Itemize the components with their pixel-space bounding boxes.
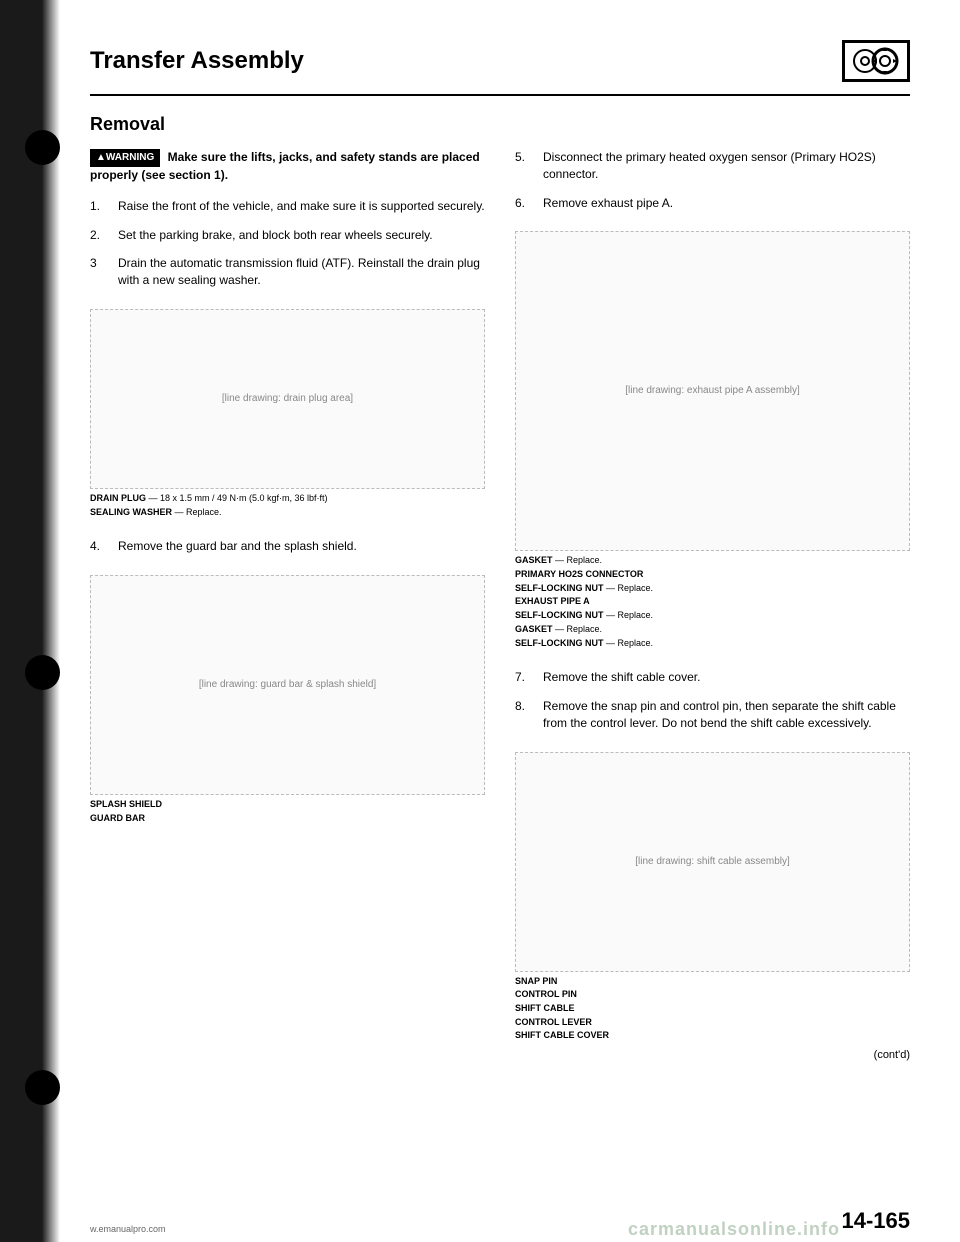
figure-callout: SELF-LOCKING NUT — Replace. xyxy=(515,610,910,622)
callout-name: GUARD BAR xyxy=(90,813,145,823)
figure-callout: GASKET — Replace. xyxy=(515,555,910,567)
step-text: Remove the guard bar and the splash shie… xyxy=(118,538,485,555)
step-item: 3 Drain the automatic transmission fluid … xyxy=(90,255,485,289)
figure-callout: CONTROL LEVER xyxy=(515,1017,910,1029)
page-number: 14-165 xyxy=(841,1208,910,1234)
steps-list-left-2: 4. Remove the guard bar and the splash sh… xyxy=(90,538,485,555)
callout-name: GASKET xyxy=(515,624,553,634)
callout-sub: — Replace. xyxy=(172,507,222,517)
step-text: Disconnect the primary heated oxygen sen… xyxy=(543,149,910,183)
step-number: 8. xyxy=(515,698,531,732)
figure-shift-cable: [line drawing: shift cable assembly] SNA… xyxy=(515,752,910,1064)
figure-illustration: [line drawing: guard bar & splash shield… xyxy=(90,575,485,795)
callout-name: SHIFT CABLE COVER xyxy=(515,1030,609,1040)
callout-name: EXHAUST PIPE A xyxy=(515,596,590,606)
steps-list-left-1: 1. Raise the front of the vehicle, and ma… xyxy=(90,198,485,289)
figure-illustration: [line drawing: drain plug area] xyxy=(90,309,485,489)
figure-callout: PRIMARY HO2S CONNECTOR xyxy=(515,569,910,581)
callout-name: CONTROL PIN xyxy=(515,989,577,999)
figure-callout: SEALING WASHER — Replace. xyxy=(90,507,485,519)
page-title: Transfer Assembly xyxy=(90,47,304,75)
figure-callout: DRAIN PLUG — 18 x 1.5 mm / 49 N·m (5.0 k… xyxy=(90,493,485,505)
figure-guard-bar: [line drawing: guard bar & splash shield… xyxy=(90,575,485,824)
figure-callout: SPLASH SHIELD xyxy=(90,799,485,811)
warning-badge: ▲WARNING xyxy=(90,149,160,167)
two-column-layout: ▲WARNING Make sure the lifts, jacks, and… xyxy=(90,149,910,1083)
step-text: Remove exhaust pipe A. xyxy=(543,195,910,212)
steps-list-right-1: 5. Disconnect the primary heated oxygen s… xyxy=(515,149,910,211)
binding-hole xyxy=(25,1070,60,1105)
warning-line: ▲WARNING Make sure the lifts, jacks, and… xyxy=(90,149,485,184)
step-number: 1. xyxy=(90,198,106,215)
step-number: 6. xyxy=(515,195,531,212)
steps-list-right-2: 7. Remove the shift cable cover. 8. Remove … xyxy=(515,669,910,731)
callout-sub: — Replace. xyxy=(604,610,654,620)
callout-name: SHIFT CABLE xyxy=(515,1003,575,1013)
callout-name: CONTROL LEVER xyxy=(515,1017,592,1027)
binding-hole xyxy=(25,130,60,165)
step-number: 3 xyxy=(90,255,106,289)
figure-callout: SELF-LOCKING NUT — Replace. xyxy=(515,583,910,595)
step-item: 2. Set the parking brake, and block both … xyxy=(90,227,485,244)
footer-source: w.emanualpro.com xyxy=(90,1224,166,1234)
callout-name: SNAP PIN xyxy=(515,976,557,986)
callout-sub: — Replace. xyxy=(553,624,603,634)
gear-logo-icon xyxy=(842,40,910,82)
step-item: 7. Remove the shift cable cover. xyxy=(515,669,910,686)
figure-callout: SHIFT CABLE COVER xyxy=(515,1030,910,1042)
step-item: 8. Remove the snap pin and control pin, t… xyxy=(515,698,910,732)
right-column: 5. Disconnect the primary heated oxygen s… xyxy=(515,149,910,1083)
callout-name: PRIMARY HO2S CONNECTOR xyxy=(515,569,643,579)
step-text: Set the parking brake, and block both re… xyxy=(118,227,485,244)
page-header: Transfer Assembly xyxy=(90,40,910,96)
step-text: Raise the front of the vehicle, and make… xyxy=(118,198,485,215)
callout-sub: — Replace. xyxy=(604,638,654,648)
callout-name: SPLASH SHIELD xyxy=(90,799,162,809)
step-number: 2. xyxy=(90,227,106,244)
callout-sub: — 18 x 1.5 mm / 49 N·m (5.0 kgf·m, 36 lb… xyxy=(146,493,328,503)
callout-name: SELF-LOCKING NUT xyxy=(515,610,604,620)
callout-name: GASKET xyxy=(515,555,553,565)
figure-exhaust-pipe: [line drawing: exhaust pipe A assembly] … xyxy=(515,231,910,649)
step-text: Remove the shift cable cover. xyxy=(543,669,910,686)
figure-drain-plug: [line drawing: drain plug area] DRAIN PL… xyxy=(90,309,485,518)
figure-labels: SNAP PIN CONTROL PIN SHIFT CABLE CONTROL LE… xyxy=(515,976,910,1042)
binding-edge xyxy=(0,0,60,1242)
callout-name: SELF-LOCKING NUT xyxy=(515,638,604,648)
figure-callout: CONTROL PIN xyxy=(515,989,910,1001)
binding-hole xyxy=(25,655,60,690)
figure-callout: GUARD BAR xyxy=(90,813,485,825)
left-column: ▲WARNING Make sure the lifts, jacks, and… xyxy=(90,149,485,1083)
step-text: Drain the automatic transmission fluid (… xyxy=(118,255,485,289)
callout-name: SELF-LOCKING NUT xyxy=(515,583,604,593)
callout-sub: — Replace. xyxy=(604,583,654,593)
figure-labels: GASKET — Replace. PRIMARY HO2S CONNECTOR S… xyxy=(515,555,910,649)
callout-name: DRAIN PLUG xyxy=(90,493,146,503)
step-item: 6. Remove exhaust pipe A. xyxy=(515,195,910,212)
step-number: 7. xyxy=(515,669,531,686)
figure-illustration: [line drawing: shift cable assembly] xyxy=(515,752,910,972)
section-subtitle: Removal xyxy=(90,114,910,135)
figure-callout: SNAP PIN xyxy=(515,976,910,988)
watermark-text: carmanualsonline.info xyxy=(628,1219,840,1240)
figure-callout: EXHAUST PIPE A xyxy=(515,596,910,608)
figure-labels: DRAIN PLUG — 18 x 1.5 mm / 49 N·m (5.0 k… xyxy=(90,493,485,518)
step-item: 1. Raise the front of the vehicle, and ma… xyxy=(90,198,485,215)
figure-illustration: [line drawing: exhaust pipe A assembly] xyxy=(515,231,910,551)
figure-callout: GASKET — Replace. xyxy=(515,624,910,636)
page-content: Transfer Assembly Removal ▲WARNING Make … xyxy=(60,20,940,1222)
figure-callout: SELF-LOCKING NUT — Replace. xyxy=(515,638,910,650)
callout-sub: — Replace. xyxy=(553,555,603,565)
continued-label: (cont'd) xyxy=(515,1048,910,1063)
step-text: Remove the snap pin and control pin, the… xyxy=(543,698,910,732)
callout-name: SEALING WASHER xyxy=(90,507,172,517)
figure-labels: SPLASH SHIELD GUARD BAR xyxy=(90,799,485,824)
step-number: 5. xyxy=(515,149,531,183)
step-number: 4. xyxy=(90,538,106,555)
figure-callout: SHIFT CABLE xyxy=(515,1003,910,1015)
step-item: 5. Disconnect the primary heated oxygen s… xyxy=(515,149,910,183)
step-item: 4. Remove the guard bar and the splash sh… xyxy=(90,538,485,555)
